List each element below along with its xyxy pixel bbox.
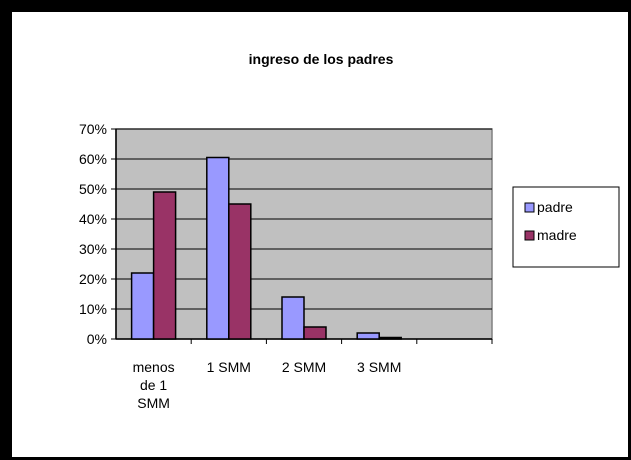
y-tick-label: 10%	[79, 301, 107, 317]
bar-madre	[303, 326, 327, 340]
chart-frame: ingreso de los padres 0% 10% 20% 30% 40% 50% 6…	[12, 12, 628, 457]
x-tick-label: SMM	[137, 395, 170, 411]
bar-madre	[378, 336, 402, 340]
legend-swatch-padre	[524, 202, 535, 213]
y-tick-label: 30%	[79, 241, 107, 257]
y-tick-label: 40%	[79, 211, 107, 227]
x-tick-label: de 1	[140, 377, 167, 393]
legend-box	[512, 186, 620, 268]
legend-label-madre: madre	[537, 227, 577, 243]
y-tick-label: 50%	[79, 181, 107, 197]
x-tick-label: 3 SMM	[357, 359, 401, 375]
y-tick-label: 70%	[79, 121, 107, 137]
legend-swatch-madre	[524, 230, 535, 241]
bar-padre	[206, 156, 230, 340]
y-tick-label: 20%	[79, 271, 107, 287]
chart-title: ingreso de los padres	[249, 51, 394, 67]
bar-madre	[228, 203, 252, 340]
y-tick-label: 60%	[79, 151, 107, 167]
bar-padre	[130, 272, 155, 340]
plot-area: 0% 10% 20% 30% 40% 50% 60% 70% menos de 1 SMM 1 SMM…	[79, 121, 493, 411]
bar-madre	[152, 191, 177, 340]
y-tick-label: 0%	[87, 331, 107, 347]
legend: padre madre	[512, 186, 620, 268]
bar-padre	[281, 296, 305, 340]
x-tick-label: menos	[133, 359, 175, 375]
bar-padre	[356, 332, 380, 340]
x-tick-label: 2 SMM	[282, 359, 326, 375]
legend-label-padre: padre	[537, 199, 573, 215]
chart: ingreso de los padres 0% 10% 20% 30% 40% 50% 6…	[79, 51, 620, 411]
x-tick-label: 1 SMM	[207, 359, 251, 375]
